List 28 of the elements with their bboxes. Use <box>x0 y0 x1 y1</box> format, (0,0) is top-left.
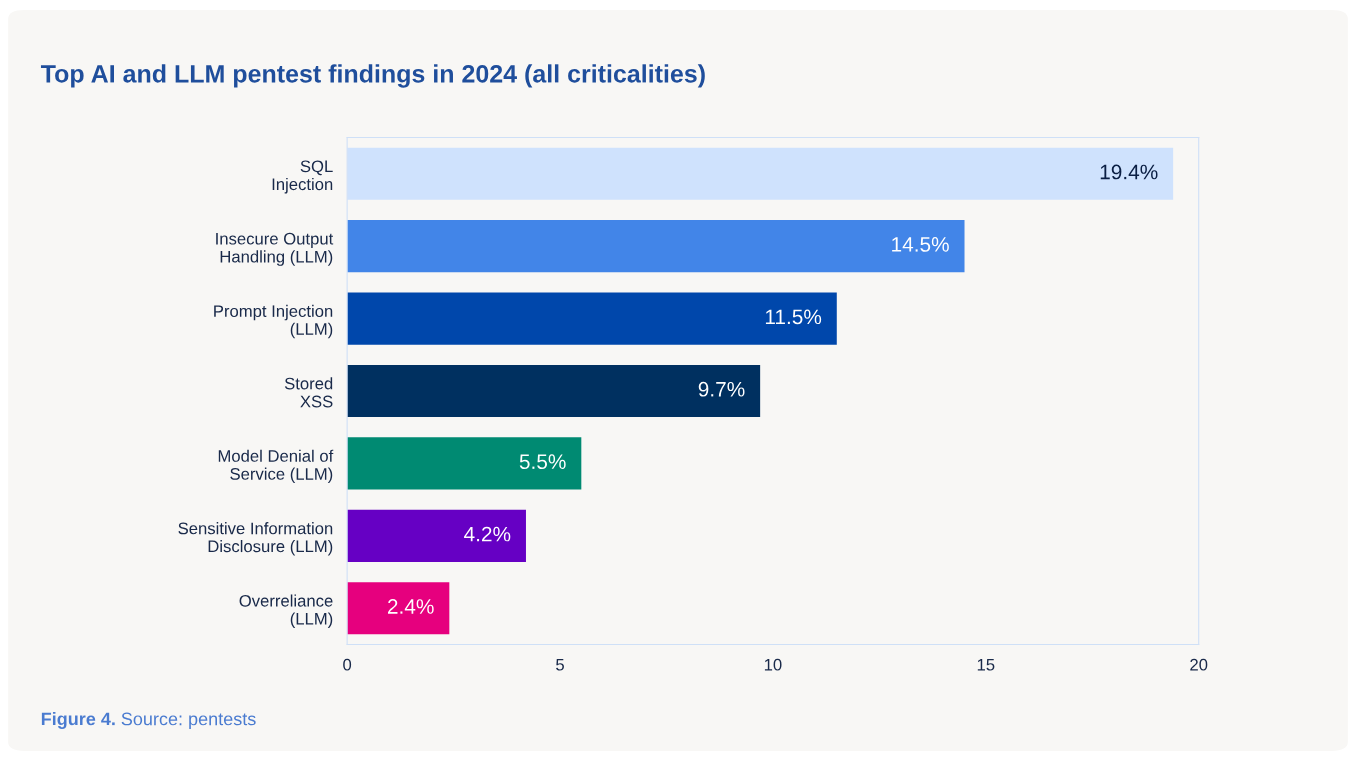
data-label: 11.5% <box>765 309 822 325</box>
bar <box>347 582 450 635</box>
x-tick-label: 5 <box>556 658 564 671</box>
y-tick-label: Stored XSS <box>284 377 333 408</box>
bar <box>347 220 965 273</box>
chart-title: Top AI and LLM pentest findings in 2024 (all criticalities) <box>40 64 705 88</box>
bar <box>347 509 526 562</box>
x-tick-label: 15 <box>977 658 995 671</box>
data-label: 2.4% <box>387 599 434 614</box>
y-tick-label: Overreliance (LLM) <box>239 594 333 628</box>
x-tick-label: 10 <box>764 658 782 671</box>
bar <box>347 292 837 345</box>
y-tick-label: Sensitive Information Disclosure (LLM) <box>178 522 333 556</box>
source-note: Source: pentests <box>121 712 256 729</box>
bar <box>347 437 582 490</box>
data-label: 4.2% <box>464 526 511 542</box>
caption: Figure 4. <box>41 712 115 729</box>
y-tick-label: Insecure Output Handling (LLM) <box>216 232 334 266</box>
data-label: 14.5% <box>892 237 949 252</box>
y-tick-label: SQL Injection <box>272 160 333 194</box>
data-label: 19.4% <box>1100 164 1158 180</box>
x-tick-label: 0 <box>343 658 352 671</box>
data-label: 9.7% <box>698 381 745 397</box>
data-label: 5.5% <box>519 454 566 470</box>
x-tick-label: 20 <box>1190 658 1208 671</box>
y-tick-label: Model Denial of Service (LLM) <box>218 449 334 484</box>
bar <box>347 364 761 418</box>
y-tick-label: Prompt Injection (LLM) <box>214 304 333 339</box>
